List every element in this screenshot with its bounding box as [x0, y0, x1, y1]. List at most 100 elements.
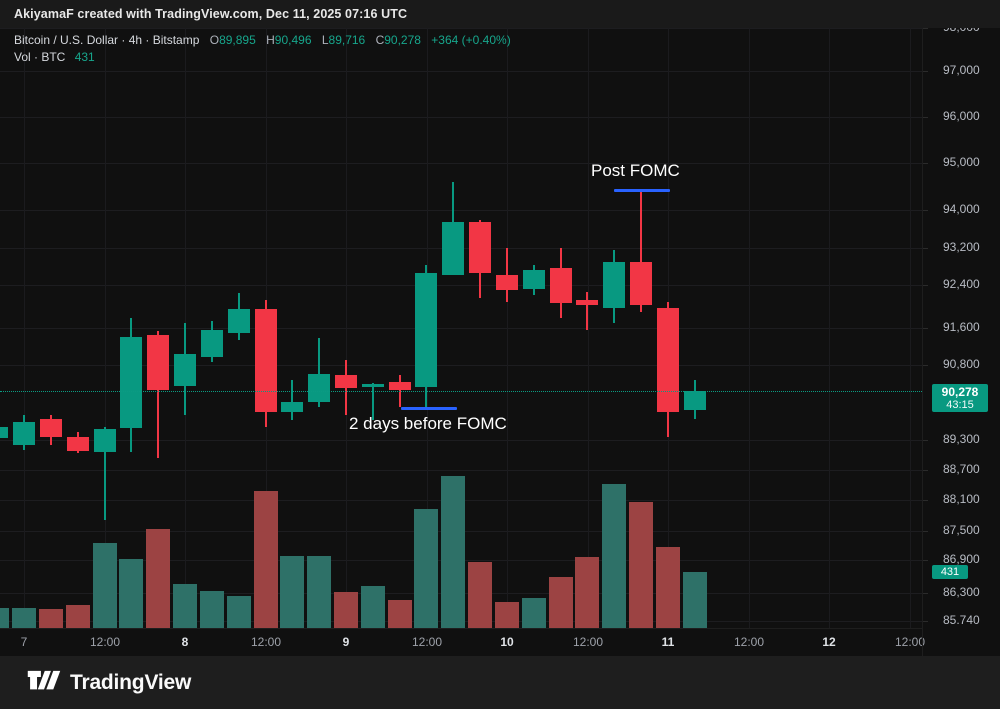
low-value: 89,716	[328, 33, 366, 47]
chart-region: Post FOMC 2 days before FOMC Bitcoin / U.…	[0, 28, 1000, 656]
time-tick-label: 8	[181, 635, 189, 649]
volume-bar	[333, 591, 358, 628]
high-label: H	[266, 33, 275, 47]
price-tick-mark	[923, 71, 928, 72]
volume-bar	[602, 484, 627, 628]
annotation-trend-line	[401, 407, 457, 410]
volume-bar	[441, 475, 466, 628]
volume-bar	[682, 571, 707, 628]
price-gridline	[0, 117, 922, 118]
symbol-legend: Bitcoin / U.S. Dollar · 4h · Bitstamp O8…	[14, 32, 511, 65]
price-gridline	[0, 440, 922, 441]
price-tick-label: 92,400	[943, 277, 980, 291]
time-gridline	[910, 28, 911, 628]
price-tick-label: 91,600	[943, 320, 980, 334]
candle-wick	[398, 375, 401, 407]
volume-axis-badge: 431	[932, 565, 968, 579]
candle-body	[93, 429, 116, 452]
time-gridline	[588, 28, 589, 628]
candle-wick	[586, 291, 589, 330]
attribution-bar: AkiyamaF created with TradingView.com, D…	[0, 0, 1000, 28]
volume-bar	[38, 609, 63, 628]
candle-body	[39, 419, 62, 437]
chart-canvas[interactable]: Post FOMC 2 days before FOMC	[0, 28, 922, 628]
candle-body	[66, 437, 89, 451]
close-label: C	[375, 33, 385, 47]
volume-bar	[226, 596, 251, 628]
change-value: +364 (+0.40%)	[431, 33, 511, 47]
volume-bar	[146, 529, 171, 628]
volume-bar	[629, 501, 654, 628]
time-axis[interactable]: 7 12:00 8 12:00 9 12:00 10 12:00 11 12:00 12 12:00	[0, 628, 926, 656]
annotation-trend-line	[614, 189, 670, 192]
boost-rocket-icon[interactable]	[679, 627, 711, 628]
price-gridline	[0, 470, 922, 471]
candle-wick	[103, 427, 106, 521]
candle-body	[308, 373, 331, 402]
price-tick-label: 95,000	[943, 155, 980, 169]
price-gridline	[0, 28, 922, 29]
candle-body	[442, 221, 465, 275]
price-tick-label: 89,300	[943, 432, 980, 446]
candle-body	[388, 382, 411, 390]
time-tick-label: 12:00	[250, 635, 282, 649]
volume-value: 431	[74, 50, 95, 64]
candle-body	[495, 274, 518, 291]
legend-row-symbol: Bitcoin / U.S. Dollar · 4h · Bitstamp O8…	[14, 32, 511, 48]
volume-bar	[199, 591, 224, 628]
time-tick-label: 12:00	[894, 635, 926, 649]
high-value: 90,496	[274, 33, 312, 47]
volume-bar	[521, 597, 546, 628]
open-value: 89,895	[219, 33, 256, 47]
legend-row-volume: Vol · BTC 431	[14, 49, 511, 65]
price-tick-mark	[923, 163, 928, 164]
price-axis[interactable]: 90,278 43:15 431 98,000 97,000 96,000 95,00…	[922, 28, 1000, 656]
volume-bar	[360, 585, 385, 628]
price-tick-label: 98,000	[943, 28, 980, 34]
candle-body	[147, 334, 170, 390]
current-price-line	[0, 391, 922, 393]
price-tick-mark	[923, 248, 928, 249]
time-gridline	[749, 28, 750, 628]
volume-bar	[0, 608, 10, 628]
candle-body	[361, 384, 384, 387]
footer-bar: TradingView	[0, 656, 1000, 709]
price-tick-mark	[923, 560, 928, 561]
price-gridline	[0, 365, 922, 366]
time-tick-label: 11	[661, 635, 675, 649]
annotation-text: Post FOMC	[591, 161, 680, 180]
volume-bar	[548, 577, 573, 628]
candle-wick	[640, 189, 643, 312]
price-tick-mark	[923, 470, 928, 471]
attribution-text: AkiyamaF created with TradingView.com, D…	[14, 7, 408, 21]
price-tick-label: 94,000	[943, 202, 980, 216]
price-tick-label: 86,300	[943, 585, 980, 599]
candle-body	[200, 329, 223, 357]
price-tick-label: 87,500	[943, 523, 980, 537]
volume-bar	[65, 605, 90, 628]
candle-body	[415, 272, 438, 387]
price-tick-mark	[923, 500, 928, 501]
candle-body	[630, 261, 653, 306]
time-tick-label: 12:00	[89, 635, 121, 649]
price-tick-mark	[923, 285, 928, 286]
volume-bar	[119, 559, 144, 628]
candle-body	[120, 336, 143, 428]
volume-bar	[468, 562, 493, 628]
candle-wick	[291, 380, 294, 420]
volume-bar	[494, 602, 519, 628]
candle-body	[549, 267, 572, 304]
candle-body	[576, 300, 599, 306]
volume-bar	[655, 547, 680, 628]
volume-bar	[12, 608, 36, 628]
time-tick-label: 12:00	[733, 635, 765, 649]
price-tick-label: 93,200	[943, 240, 980, 254]
annotation-text: 2 days before FOMC	[349, 414, 507, 433]
time-tick-label: 9	[342, 635, 350, 649]
last-price-badge: 90,278 43:15	[932, 384, 988, 412]
candle-body	[334, 374, 357, 388]
tradingview-brand-link[interactable]: TradingView	[27, 668, 191, 698]
price-tick-mark	[923, 117, 928, 118]
time-tick-label: 10	[500, 635, 514, 649]
candle-body	[13, 422, 35, 445]
